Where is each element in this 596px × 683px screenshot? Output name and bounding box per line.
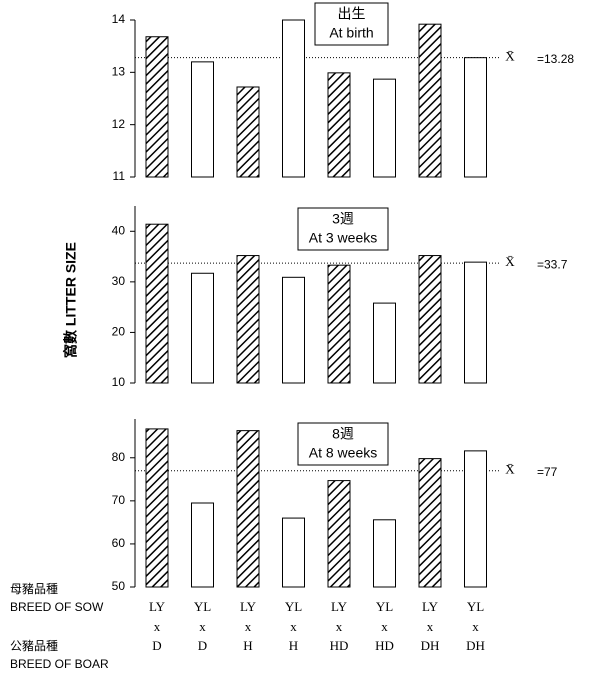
bar — [373, 302, 396, 384]
bar — [282, 276, 305, 384]
bar — [464, 261, 487, 384]
y-tick-label: 14 — [112, 12, 126, 26]
bar — [418, 458, 442, 588]
y-tick-label: 12 — [112, 117, 126, 131]
bar — [191, 272, 214, 384]
title-box — [314, 2, 389, 46]
bar — [282, 19, 305, 178]
bar — [236, 255, 260, 384]
boar-label: DH — [466, 638, 485, 653]
title-box — [297, 207, 389, 251]
bar — [145, 428, 169, 588]
y-tick-label: 20 — [112, 325, 126, 339]
bar — [191, 502, 214, 588]
bar — [327, 480, 351, 588]
boar-label: DH — [421, 638, 440, 653]
bar — [373, 519, 396, 588]
panel-title: 8週 — [332, 426, 354, 442]
panel-title: 3週 — [332, 211, 354, 227]
title-box — [297, 422, 389, 466]
bar — [464, 450, 487, 588]
cross-label: x — [336, 619, 343, 634]
boar-label: H — [289, 638, 298, 653]
sow-label: YL — [467, 599, 484, 614]
row-label: BREED OF SOW — [10, 600, 104, 614]
y-tick-label: 13 — [112, 65, 126, 79]
y-axis-label: 窩數 LITTER SIZE — [63, 242, 79, 358]
mean-label: =33.7 — [537, 257, 568, 271]
cross-label: x — [245, 619, 252, 634]
bar — [191, 61, 214, 178]
cross-label: x — [199, 619, 206, 634]
y-tick-label: 10 — [112, 375, 126, 389]
panel-title: At 8 weeks — [309, 445, 377, 461]
y-tick-label: 80 — [112, 450, 126, 464]
sow-label: LY — [422, 599, 439, 614]
bar — [236, 86, 260, 178]
y-tick-label: 40 — [112, 223, 126, 237]
y-tick-label: 11 — [113, 169, 126, 183]
bar — [145, 36, 169, 178]
mean-symbol: X̄ — [505, 462, 515, 477]
bar — [418, 255, 442, 384]
sow-label: LY — [331, 599, 348, 614]
cross-label: x — [290, 619, 297, 634]
sow-label: LY — [149, 599, 166, 614]
boar-label: D — [152, 638, 161, 653]
sow-label: YL — [376, 599, 393, 614]
row-label: 母豬品種 — [10, 582, 58, 596]
cross-label: x — [381, 619, 388, 634]
panel-title: At birth — [329, 25, 373, 41]
mean-symbol: X̄ — [505, 254, 515, 269]
panel-title: 出生 — [338, 6, 366, 22]
sow-label: LY — [240, 599, 257, 614]
sow-label: YL — [285, 599, 302, 614]
bar — [236, 430, 260, 588]
cross-label: x — [154, 619, 161, 634]
row-label: BREED OF BOAR — [10, 657, 109, 671]
bar — [327, 72, 351, 178]
mean-symbol: X̄ — [505, 49, 515, 64]
mean-label: =13.28 — [537, 52, 574, 66]
bar — [464, 57, 487, 178]
panel-title: At 3 weeks — [309, 230, 377, 246]
boar-label: HD — [330, 638, 349, 653]
cross-label: x — [472, 619, 479, 634]
bar — [373, 78, 396, 178]
sow-label: YL — [194, 599, 211, 614]
boar-label: HD — [375, 638, 394, 653]
boar-label: H — [243, 638, 252, 653]
bar — [418, 23, 442, 178]
boar-label: D — [198, 638, 207, 653]
y-tick-label: 70 — [112, 493, 126, 507]
bar — [145, 223, 169, 384]
cross-label: x — [427, 619, 434, 634]
row-label: 公豬品種 — [10, 639, 58, 653]
mean-label: =77 — [537, 465, 558, 479]
bar — [282, 517, 305, 588]
y-tick-label: 30 — [112, 274, 126, 288]
y-tick-label: 50 — [112, 579, 126, 593]
bar — [327, 264, 351, 384]
y-tick-label: 60 — [112, 536, 126, 550]
